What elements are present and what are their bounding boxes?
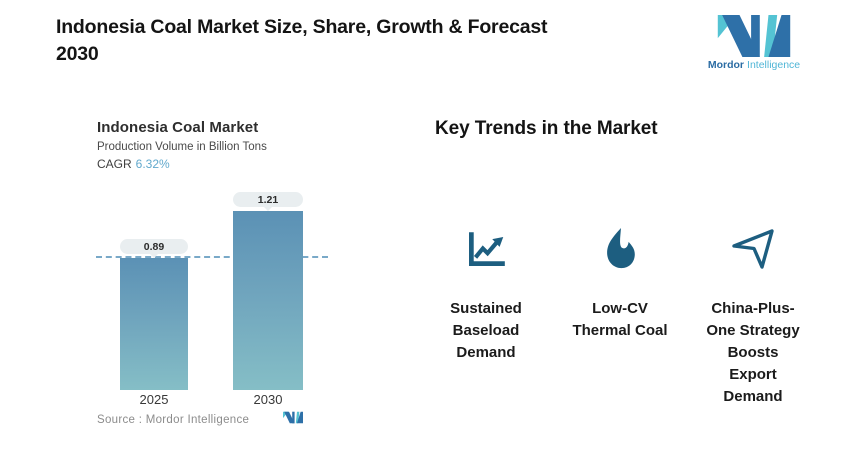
trend-icon-box: [463, 224, 509, 274]
chart-title: Indonesia Coal Market: [97, 119, 259, 136]
x-axis-label-2030: 2030: [253, 392, 283, 407]
trend-icon-box: [599, 224, 641, 274]
cagr-value: 6.32%: [135, 157, 170, 171]
chart-subtitle: Production Volume in Billion Tons: [97, 141, 267, 153]
x-axis-label-2025: 2025: [139, 392, 169, 407]
mordor-intelligence-logo-icon: [717, 15, 791, 57]
data-label-pointer: [264, 207, 272, 211]
data-label-2030-value: 1.21: [233, 192, 303, 207]
trend-item-sustained-baseload-demand: Sustained Baseload Demand: [426, 224, 546, 364]
data-label-2030: 1.21: [233, 192, 303, 211]
data-label-2025-value: 0.89: [120, 239, 188, 254]
brand-wordmark-light: Intelligence: [747, 59, 801, 71]
flame-icon: [607, 228, 635, 269]
trend-icon-box: [730, 224, 776, 274]
paper-plane-icon: [732, 229, 774, 269]
bar-chart-plot-area: 0.89 1.21: [96, 190, 328, 390]
brand-wordmark-bold: Mordor: [707, 59, 745, 71]
trend-item-low-cv-thermal-coal: Low-CV Thermal Coal: [558, 224, 682, 342]
reference-dashed-line: [96, 256, 328, 258]
chart-source: Source : Mordor Intelligence: [97, 414, 250, 426]
line-chart-icon: [469, 232, 505, 266]
chart-cagr: CAGR 6.32%: [97, 157, 170, 171]
key-trends-heading: Key Trends in the Market: [435, 118, 658, 139]
trend-item-china-plus-one-strategy: China-Plus- One Strategy Boosts Export D…: [692, 224, 814, 408]
trend-label: China-Plus- One Strategy Boosts Export D…: [706, 300, 800, 405]
trend-label: Low-CV Thermal Coal: [572, 300, 668, 339]
brand-wordmark: Mordor Intelligence: [708, 60, 800, 71]
trend-label: Sustained Baseload Demand: [450, 300, 522, 361]
bar-2030: [233, 211, 303, 390]
cagr-label: CAGR: [97, 157, 132, 171]
data-label-pointer: [150, 254, 158, 258]
data-label-2025: 0.89: [120, 239, 188, 258]
page-title: Indonesia Coal Market Size, Share, Growt…: [56, 16, 548, 65]
mordor-intelligence-mini-logo-icon: [283, 411, 303, 424]
brand-logo: Mordor Intelligence: [708, 15, 800, 71]
bar-2025: [120, 258, 188, 390]
